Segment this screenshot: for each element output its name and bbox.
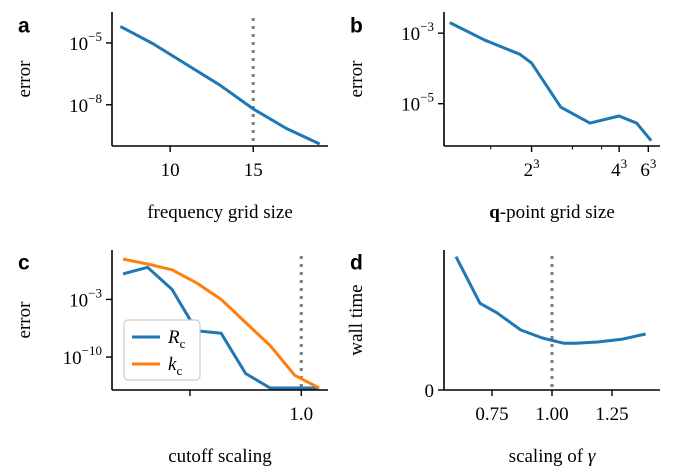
panel-d: d 0.75 1.00 1.25 0 scaling of γ wall time (346, 250, 660, 466)
x-tick-label-d-2: 1.25 (595, 404, 628, 425)
panel-a: a 10 15 10−5 10−8 frequency grid size error (14, 12, 328, 223)
panel-b: b 23 43 63 10−3 10−5 q-point grid size error (346, 12, 660, 223)
x-axis-label-a: frequency grid size (147, 202, 293, 223)
series-line-c-1 (122, 257, 320, 390)
x-tick-label-c-1: 1.0 (289, 404, 313, 425)
panel-c: c 1.0 10−3 10−10 cutoff scaling error Rc kc (14, 250, 328, 466)
y-tick-label-b-0: 10−3 (401, 19, 434, 45)
x-axis-label-b: q-point grid size (489, 202, 615, 223)
panel-label-a: a (18, 14, 30, 37)
legend-frame (123, 319, 201, 381)
x-tick-label-a-0: 10 (161, 160, 180, 181)
series-line-b-0 (449, 21, 653, 142)
y-axis-label-a: error (14, 60, 35, 98)
x-tick-label-d-0: 0.75 (475, 404, 508, 425)
panel-label-b: b (350, 14, 363, 37)
y-axis-label-d: wall time (346, 284, 367, 355)
x-tick-label-d-1: 1.00 (535, 404, 568, 425)
y-tick-label-d-0: 0 (425, 381, 435, 402)
y-tick-label-c-0: 10−3 (69, 285, 102, 311)
y-axis-label-c: error (14, 301, 35, 339)
series-line-a-0 (119, 25, 321, 146)
x-tick-label-b-0: 23 (524, 156, 540, 181)
series-line-d-0 (454, 256, 646, 345)
legend-label-0: Rc (167, 327, 186, 351)
legend-c: Rc kc (123, 319, 201, 381)
x-tick-label-b-2: 63 (640, 156, 656, 181)
y-tick-label-a-0: 10−5 (69, 29, 102, 55)
y-tick-label-b-1: 10−5 (401, 90, 434, 116)
x-tick-label-b-1: 43 (611, 156, 627, 181)
x-axis-label-d: scaling of γ (509, 446, 596, 466)
x-tick-label-a-1: 15 (244, 160, 263, 181)
panel-label-d: d (350, 251, 363, 274)
series-line-c-0 (122, 265, 320, 390)
y-axis-label-b: error (346, 60, 367, 98)
x-axis-label-c: cutoff scaling (168, 446, 272, 466)
y-tick-label-c-1: 10−10 (63, 343, 102, 369)
legend-label-1: kc (168, 354, 182, 378)
panel-label-c: c (18, 251, 30, 274)
y-tick-label-a-1: 10−8 (69, 91, 102, 117)
